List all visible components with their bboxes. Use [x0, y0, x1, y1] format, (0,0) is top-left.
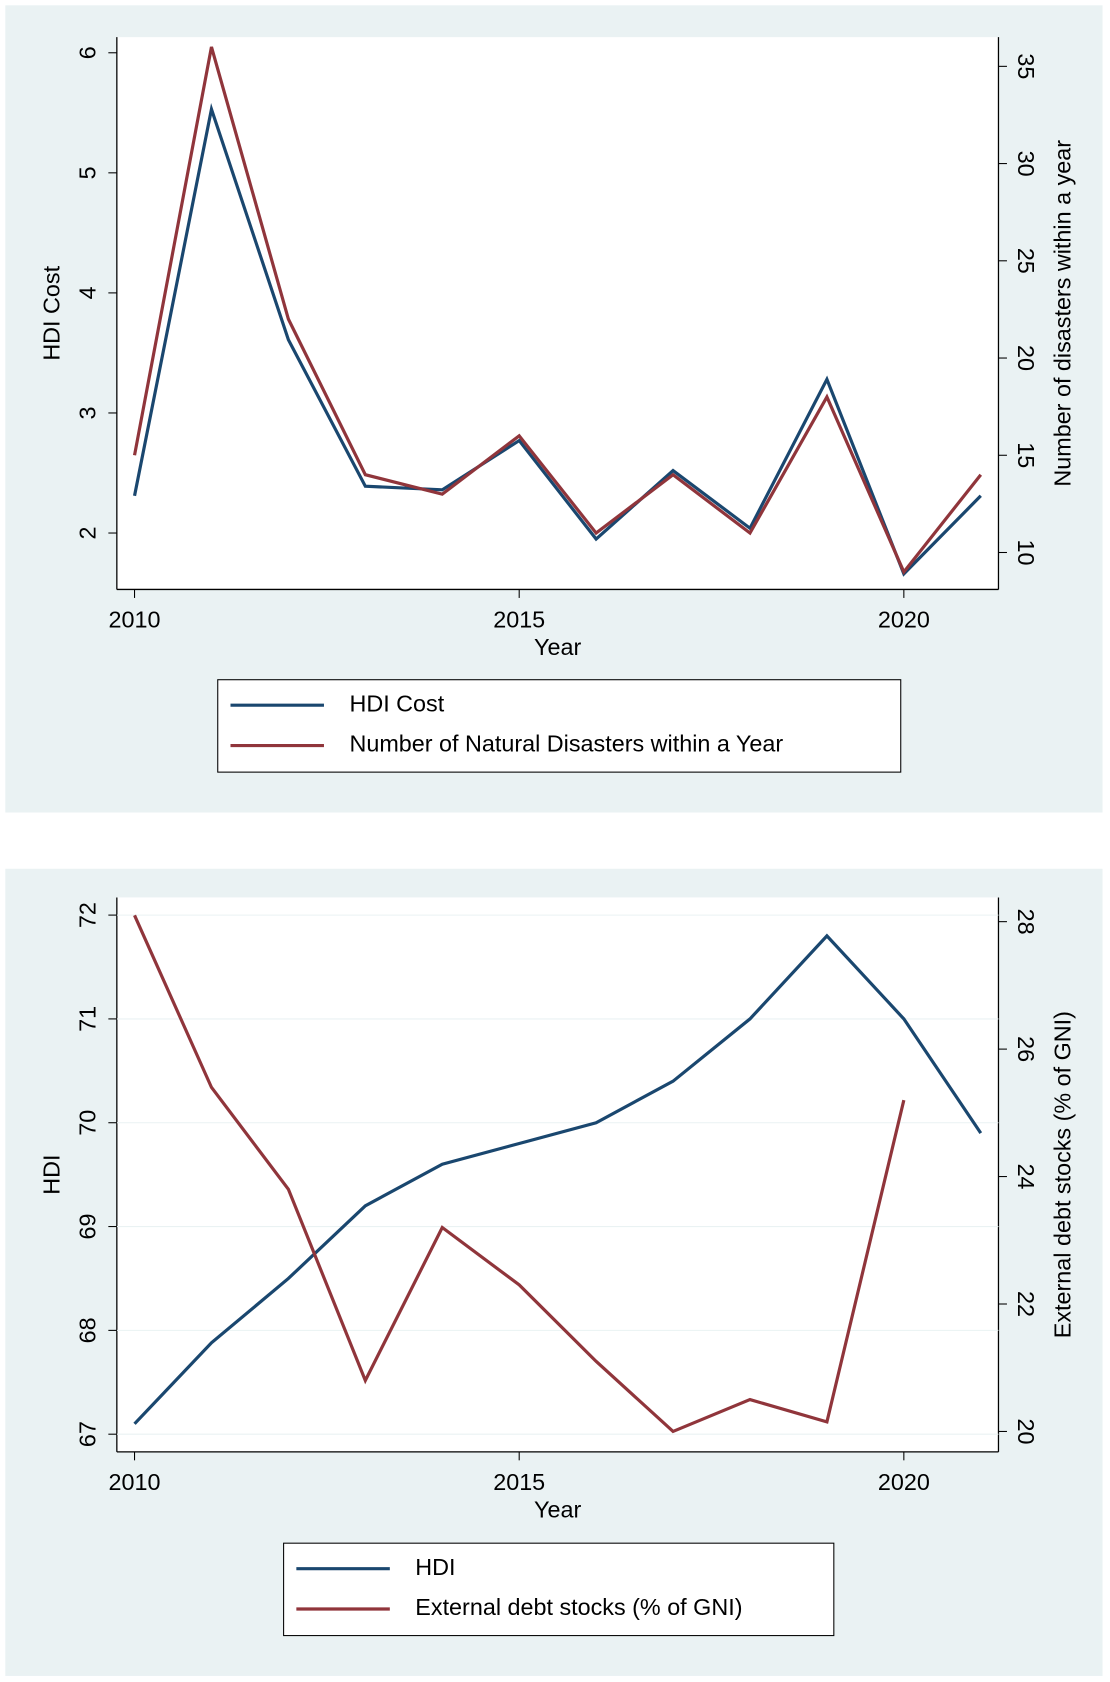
- y-tick-label: 4: [74, 286, 100, 299]
- y2-tick-label: 28: [1013, 909, 1039, 935]
- x-tick-label: 2020: [878, 606, 930, 632]
- y2-axis-title: External debt stocks (% of GNI): [1049, 1011, 1075, 1338]
- legend-label: Number of Natural Disasters within a Yea…: [349, 731, 783, 757]
- y2-tick-label: 15: [1013, 442, 1039, 468]
- y2-axis-title: Number of disasters within a year: [1049, 140, 1075, 487]
- x-tick-label: 2010: [109, 1469, 161, 1495]
- y-tick-label: 69: [74, 1214, 100, 1240]
- x-axis-title: Year: [534, 634, 581, 660]
- y-tick-label: 67: [74, 1421, 100, 1447]
- y2-tick-label: 30: [1013, 151, 1039, 177]
- plot-area: [116, 37, 999, 590]
- x-tick-label: 2015: [493, 1469, 545, 1495]
- series-line: [132, 103, 982, 577]
- y2-tick-label: 24: [1013, 1164, 1039, 1190]
- y-tick-label: 68: [74, 1317, 100, 1343]
- y-tick-label: 70: [74, 1110, 100, 1136]
- legend-label: HDI Cost: [349, 690, 444, 716]
- y-tick-label: 71: [74, 1006, 100, 1032]
- y2-tick-label: 20: [1013, 345, 1039, 371]
- y-tick-label: 72: [74, 902, 100, 928]
- y2-tick-label: 25: [1013, 248, 1039, 274]
- x-axis-title: Year: [534, 1496, 581, 1522]
- legend-box: [283, 1542, 835, 1637]
- legend-label: HDI: [415, 1554, 455, 1580]
- y-tick-label: 3: [74, 406, 100, 419]
- y2-tick-label: 26: [1013, 1036, 1039, 1062]
- y2-tick-label: 35: [1013, 53, 1039, 79]
- x-tick-label: 2010: [109, 606, 161, 632]
- legend-box: [217, 679, 902, 773]
- series-line: [132, 46, 983, 576]
- plot-area: [116, 897, 999, 1452]
- y-tick-label: 2: [74, 527, 100, 540]
- series-line: [133, 933, 983, 1425]
- legend-label: External debt stocks (% of GNI): [415, 1594, 742, 1620]
- y-axis-title: HDI: [38, 1155, 64, 1195]
- series-line: [133, 914, 906, 1434]
- y2-tick-label: 22: [1013, 1291, 1039, 1317]
- y-tick-label: 6: [74, 46, 100, 59]
- x-tick-label: 2015: [493, 606, 545, 632]
- y2-tick-label: 10: [1013, 540, 1039, 566]
- y-axis-title: HDI Cost: [38, 265, 64, 360]
- x-tick-label: 2020: [878, 1469, 930, 1495]
- y-tick-label: 5: [74, 166, 100, 179]
- y2-tick-label: 20: [1013, 1418, 1039, 1444]
